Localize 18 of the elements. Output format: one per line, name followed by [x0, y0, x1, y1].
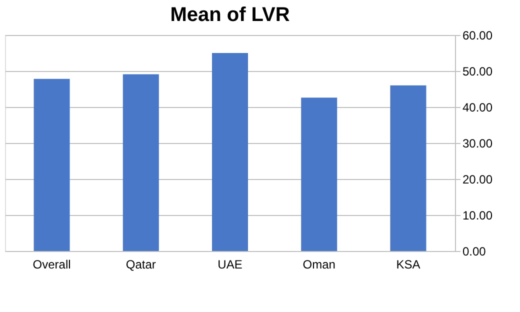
- x-tick-label: Overall: [32, 258, 71, 272]
- x-tick-label: Oman: [302, 258, 336, 272]
- bar: [122, 74, 159, 251]
- y-tick-label: 10.00: [462, 208, 493, 222]
- bar: [390, 85, 426, 251]
- bar: [301, 98, 338, 251]
- y-tick-label: 30.00: [462, 136, 493, 150]
- x-tick-label: UAE: [218, 258, 242, 272]
- y-tick-label: 20.00: [462, 172, 493, 186]
- x-tick-label: Qatar: [126, 258, 156, 272]
- x-tick-label: KSA: [396, 258, 420, 272]
- y-tick-label: 60.00: [462, 28, 493, 42]
- y-tick-label: 0.00: [462, 244, 486, 258]
- bar: [212, 53, 248, 251]
- y-tick-label: 50.00: [462, 64, 493, 78]
- chart-title: Mean of LVR: [170, 4, 290, 26]
- y-tick-label: 40.00: [462, 100, 493, 114]
- bar: [34, 78, 70, 251]
